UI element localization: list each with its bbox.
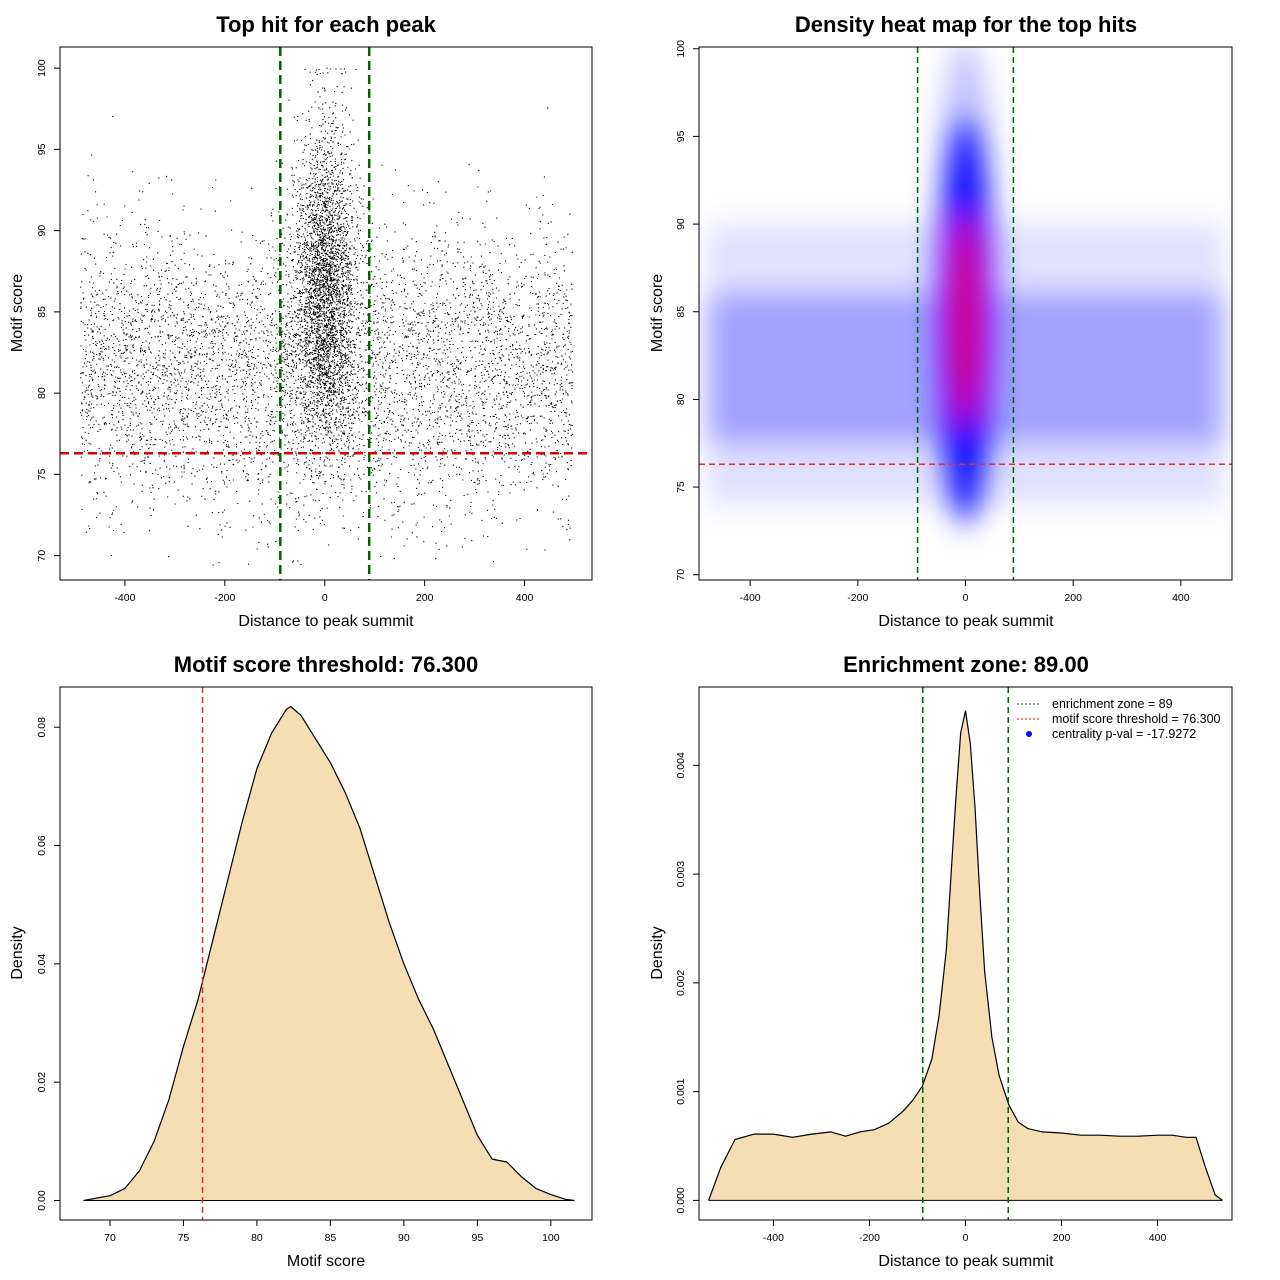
heatmap-x-tick-label: 0: [963, 592, 969, 604]
enrichment-density-x-tick-label: 400: [1149, 1232, 1167, 1244]
scatter-panel: Top hit for each peak -400 -200 0 200 400 70 7…: [9, 12, 593, 630]
enrichment-density-title: Enrichment zone: 89.00: [843, 652, 1089, 677]
enrichment-density-y-tick-label: 0.003: [675, 861, 687, 887]
scatter-y-tick-label: 80: [36, 387, 48, 399]
heatmap-density-layers: [707, 47, 1224, 531]
score-density-y-axis-label: Density: [9, 926, 26, 979]
score-density-x-tick-label: 80: [251, 1232, 263, 1244]
heatmap-y-tick-label: 85: [675, 306, 687, 318]
enrichment-density-axis-ticks: -400 -200 0 200 400 0.000 0.001 0.002 0.003 0.004: [675, 752, 1166, 1244]
heatmap-title: Density heat map for the top hits: [795, 12, 1137, 37]
scatter-y-tick-label: 75: [36, 468, 48, 480]
heatmap-density: [699, 47, 1232, 580]
enrichment-density-y-axis-label: Density: [649, 926, 666, 979]
heatmap-x-tick-label: 400: [1172, 592, 1190, 604]
enrichment-density-y-tick-label: 0.002: [675, 970, 687, 996]
score-density-y-tick-label: 0.08: [36, 717, 48, 738]
enrichment-density-line: [708, 710, 1223, 1201]
score-density-y-tick-label: 0.00: [36, 1190, 48, 1211]
score-density-y-tick-label: 0.02: [36, 1072, 48, 1093]
score-density-x-tick-label: 85: [325, 1232, 337, 1244]
scatter-reference-lines: [60, 47, 592, 580]
enrichment-density-y-tick-label: 0.000: [675, 1187, 687, 1213]
scatter-point-cloud: [80, 67, 574, 566]
heatmap-x-tick-label: -200: [847, 592, 868, 604]
score-density-x-tick-label: 75: [178, 1232, 190, 1244]
scatter-y-tick-label: 95: [36, 143, 48, 155]
enrichment-density-x-tick-label: -400: [763, 1232, 784, 1244]
score-density-x-axis-label: Motif score: [287, 1253, 365, 1270]
enrichment-density-x-tick-label: 0: [963, 1232, 969, 1244]
scatter-y-tick-label: 100: [36, 59, 48, 77]
score-density-x-tick-label: 95: [472, 1232, 484, 1244]
heatmap-reference-lines: [699, 47, 1232, 580]
enrichment-density-area: [708, 710, 1223, 1201]
heatmap-y-tick-label: 75: [675, 481, 687, 493]
score-density-y-tick-label: 0.04: [36, 953, 48, 974]
legend-pval-point: [1026, 731, 1032, 737]
enrichment-density-x-tick-label: -200: [859, 1232, 880, 1244]
enrichment-density-y-tick-label: 0.001: [675, 1078, 687, 1104]
heatmap-y-tick-label: 90: [675, 218, 687, 230]
enrichment-density-panel: Enrichment zone: 89.00 -400 -200 0 200 400 0.…: [649, 652, 1233, 1270]
heatmap-x-tick-label: -400: [740, 592, 761, 604]
scatter-x-axis-label: Distance to peak summit: [238, 613, 414, 630]
heatmap-x-tick-label: 200: [1064, 592, 1082, 604]
heatmap-y-tick-label: 80: [675, 393, 687, 405]
score-density-curve: [83, 687, 575, 1220]
heatmap-panel: Density heat map for the top hits -400 -2…: [649, 12, 1233, 630]
legend-enrichment-zone-label: enrichment zone = 89: [1052, 697, 1173, 711]
legend-pval-label: centrality p-val = -17.9272: [1052, 727, 1196, 741]
score-density-title: Motif score threshold: 76.300: [174, 652, 478, 677]
enrichment-legend: enrichment zone = 89 motif score thresho…: [1017, 697, 1221, 741]
heatmap-y-axis-label: Motif score: [649, 274, 666, 352]
heatmap-axis-ticks: -400 -200 0 200 400 70 75 80 85 90 95 100: [675, 40, 1190, 604]
score-density-x-tick-label: 70: [104, 1232, 116, 1244]
enrichment-density-x-axis-label: Distance to peak summit: [878, 1253, 1054, 1270]
heatmap-y-tick-label: 100: [675, 40, 687, 58]
scatter-points: [80, 67, 574, 566]
score-density-y-tick-label: 0.06: [36, 835, 48, 856]
scatter-y-tick-label: 85: [36, 306, 48, 318]
score-density-x-tick-label: 100: [542, 1232, 560, 1244]
heatmap-x-axis-label: Distance to peak summit: [878, 613, 1054, 630]
heatmap-peak: [953, 215, 978, 426]
score-density-panel: Motif score threshold: 76.300 70 75 80 85 90…: [9, 652, 593, 1270]
heatmap-y-tick-label: 95: [675, 130, 687, 142]
heatmap-y-tick-label: 70: [675, 569, 687, 581]
scatter-x-tick-label: -400: [114, 592, 135, 604]
score-density-x-tick-label: 90: [398, 1232, 410, 1244]
scatter-y-tick-label: 70: [36, 550, 48, 562]
scatter-x-tick-label: -200: [214, 592, 235, 604]
score-density-area: [83, 706, 575, 1201]
scatter-axis-ticks: -400 -200 0 200 400 70 75 80 85 90 95 100: [36, 59, 533, 604]
enrichment-density-y-tick-label: 0.004: [675, 752, 687, 778]
scatter-y-axis-label: Motif score: [9, 274, 26, 352]
score-density-axis-ticks: 70 75 80 85 90 95 100 0.00 0.02 0.04 0.06 0.08: [36, 717, 560, 1244]
scatter-x-tick-label: 200: [416, 592, 434, 604]
scatter-y-tick-label: 90: [36, 225, 48, 237]
scatter-x-tick-label: 0: [322, 592, 328, 604]
score-density-line: [83, 705, 575, 1202]
legend-threshold-label: motif score threshold = 76.300: [1052, 712, 1221, 726]
scatter-x-tick-label: 400: [516, 592, 534, 604]
enrichment-density-curve: [708, 687, 1223, 1220]
scatter-title: Top hit for each peak: [216, 12, 436, 37]
enrichment-density-x-tick-label: 200: [1053, 1232, 1071, 1244]
